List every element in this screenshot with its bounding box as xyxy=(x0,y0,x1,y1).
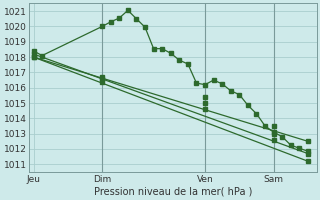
X-axis label: Pression niveau de la mer( hPa ): Pression niveau de la mer( hPa ) xyxy=(94,187,252,197)
